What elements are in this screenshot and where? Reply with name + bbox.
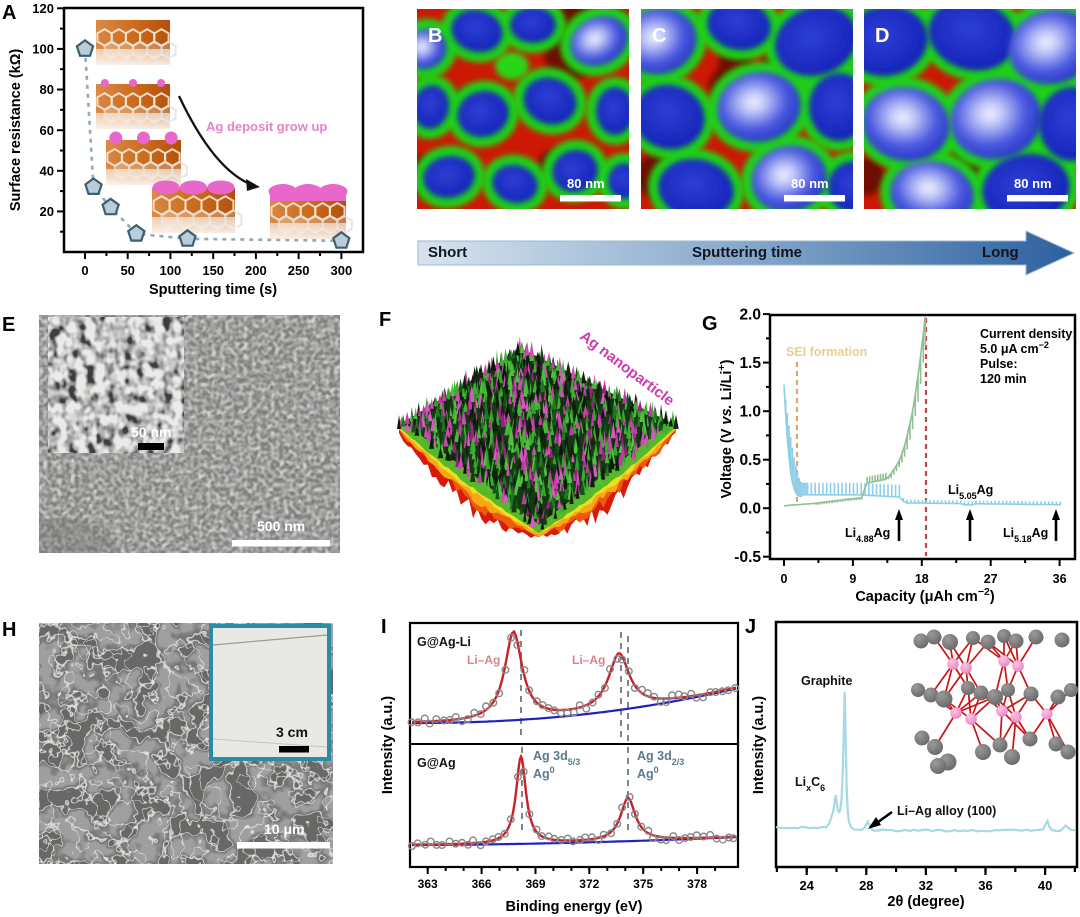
svg-text:40: 40	[1038, 878, 1052, 893]
svg-text:Ag 3d2/3: Ag 3d2/3	[637, 749, 684, 767]
svg-text:LixC6: LixC6	[795, 775, 825, 793]
svg-text:Ag0: Ag0	[533, 765, 555, 781]
svg-text:100: 100	[32, 42, 54, 57]
svg-text:150: 150	[202, 263, 224, 278]
svg-text:Voltage (V vs. Li/Li+): Voltage (V vs. Li/Li+)	[716, 359, 735, 498]
svg-text:Surface resistance (kΩ): Surface resistance (kΩ)	[8, 49, 24, 212]
svg-text:Li5.18Ag: Li5.18Ag	[1003, 526, 1048, 544]
svg-text:372: 372	[579, 877, 599, 891]
svg-text:0.0: 0.0	[739, 501, 761, 518]
svg-text:80 nm: 80 nm	[791, 176, 829, 191]
svg-text:120 min: 120 min	[980, 372, 1027, 386]
svg-text:Current density:: Current density:	[980, 327, 1077, 341]
svg-text:1.5: 1.5	[739, 355, 761, 372]
svg-text:Intensity (a.u.): Intensity (a.u.)	[751, 696, 767, 794]
svg-text:Li5.05Ag: Li5.05Ag	[948, 483, 993, 501]
svg-text:Li–Ag: Li–Ag	[467, 653, 500, 667]
svg-text:0: 0	[81, 263, 88, 278]
svg-text:Pulse:: Pulse:	[980, 357, 1018, 371]
svg-text:Li4.88Ag: Li4.88Ag	[845, 526, 890, 544]
svg-text:300: 300	[331, 263, 353, 278]
svg-text:500 nm: 500 nm	[257, 518, 305, 534]
svg-text:18: 18	[915, 572, 929, 586]
svg-text:36: 36	[978, 878, 992, 893]
svg-text:40: 40	[40, 164, 54, 179]
svg-text:250: 250	[288, 263, 310, 278]
svg-text:120: 120	[32, 1, 54, 16]
svg-text:378: 378	[687, 877, 707, 891]
svg-text:SEI formation: SEI formation	[786, 345, 867, 359]
svg-text:Li–Ag alloy (100): Li–Ag alloy (100)	[897, 804, 996, 818]
svg-text:-0.5: -0.5	[734, 549, 761, 566]
svg-text:36: 36	[1053, 572, 1067, 586]
svg-text:60: 60	[40, 123, 54, 138]
svg-text:5.0 μA cm−2: 5.0 μA cm−2	[980, 340, 1049, 356]
svg-text:200: 200	[245, 263, 267, 278]
svg-text:32: 32	[919, 878, 933, 893]
svg-text:366: 366	[472, 877, 492, 891]
svg-text:369: 369	[525, 877, 545, 891]
svg-text:B: B	[428, 25, 442, 47]
svg-text:50 nm: 50 nm	[131, 424, 171, 440]
svg-text:80: 80	[40, 82, 54, 97]
svg-text:Capacity (μAh cm−2): Capacity (μAh cm−2)	[855, 586, 994, 605]
svg-text:80 nm: 80 nm	[1014, 176, 1052, 191]
svg-text:2.0: 2.0	[739, 307, 761, 324]
svg-text:1.0: 1.0	[739, 404, 761, 421]
svg-text:3 cm: 3 cm	[276, 724, 308, 740]
svg-text:Li–Ag: Li–Ag	[572, 653, 605, 667]
svg-text:Ag deposit grow up: Ag deposit grow up	[206, 119, 327, 134]
svg-text:9: 9	[849, 572, 856, 586]
svg-text:Sputtering time (s): Sputtering time (s)	[149, 282, 277, 298]
svg-text:10 μm: 10 μm	[264, 821, 304, 837]
svg-text:20: 20	[40, 204, 54, 219]
svg-text:Ag0: Ag0	[637, 765, 659, 781]
svg-text:363: 363	[418, 877, 438, 891]
svg-text:80 nm: 80 nm	[567, 176, 605, 191]
svg-text:24: 24	[799, 878, 814, 893]
svg-text:0.5: 0.5	[739, 452, 761, 469]
svg-text:50: 50	[120, 263, 134, 278]
svg-text:G@Ag-Li: G@Ag-Li	[417, 635, 471, 649]
svg-text:28: 28	[859, 878, 873, 893]
svg-text:Binding energy (eV): Binding energy (eV)	[506, 899, 643, 915]
svg-text:Intensity (a.u.): Intensity (a.u.)	[380, 696, 396, 794]
svg-text:C: C	[652, 25, 666, 47]
svg-text:100: 100	[160, 263, 182, 278]
svg-text:Ag 3d5/3: Ag 3d5/3	[533, 749, 580, 767]
svg-text:27: 27	[984, 572, 998, 586]
svg-text:Graphite: Graphite	[801, 674, 852, 688]
svg-text:G@Ag: G@Ag	[417, 756, 456, 770]
svg-text:2θ (degree): 2θ (degree)	[887, 894, 964, 910]
svg-text:D: D	[875, 25, 889, 47]
svg-text:0: 0	[781, 572, 788, 586]
svg-text:375: 375	[633, 877, 653, 891]
